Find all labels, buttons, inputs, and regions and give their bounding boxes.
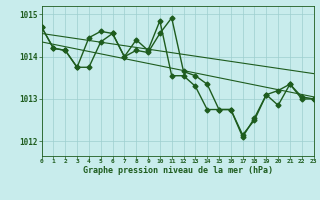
X-axis label: Graphe pression niveau de la mer (hPa): Graphe pression niveau de la mer (hPa) [83,166,273,175]
